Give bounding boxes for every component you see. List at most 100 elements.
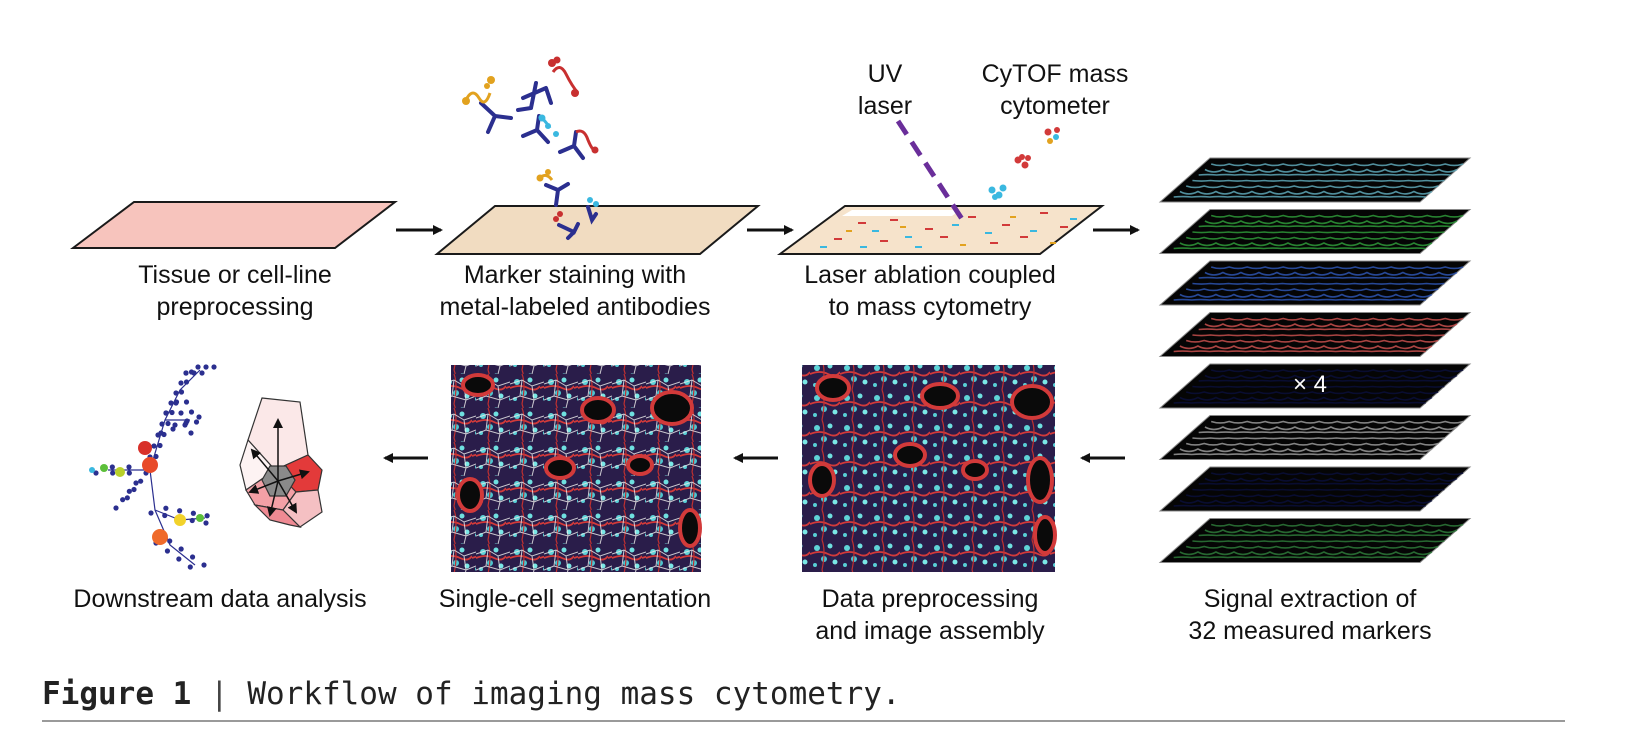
step5-label: Data preprocessing and image assembly [775,583,1085,647]
marker-layer-stack [1160,158,1470,563]
tree-node [177,508,182,513]
uv-laser-label: UV laser [840,58,930,122]
caption-rule [42,720,1565,722]
tree-node [188,430,193,435]
tree-node [110,464,115,469]
tree-node [120,497,125,502]
tree-node [158,430,163,435]
tree-node [126,464,131,469]
tree-node [133,480,138,485]
step1-line1: Tissue or cell-line [80,259,390,291]
tree-node [131,487,136,492]
tree-node [157,443,162,448]
tree-node [195,364,200,369]
tree-node [167,538,172,543]
tree-node [199,370,204,375]
step6-label: Single-cell segmentation [420,583,730,615]
spanning-tree [89,364,217,569]
tree-node [203,520,208,525]
cytof-line1: CyTOF mass [960,58,1150,90]
uv-line2: laser [840,90,930,122]
tree-node [184,399,189,404]
tissue-slide [73,202,395,248]
tree-node [201,562,206,567]
tree-node [176,556,181,561]
tree-node [173,400,178,405]
step5-line1: Data preprocessing [775,583,1085,615]
tree-node [205,513,210,518]
tree-node [151,443,156,448]
tree-node [165,421,170,426]
tree-node [163,410,168,415]
tree-node [189,409,194,414]
step7-line1: Downstream data analysis [50,583,390,615]
tree-node [191,370,196,375]
tree-node [138,479,143,484]
layer-texture [1192,490,1444,491]
layer-texture [1192,335,1444,336]
layer-texture [1192,181,1444,182]
step4-label: Signal extraction of 32 measured markers [1155,583,1465,647]
tree-node [179,546,184,551]
tree-node [194,419,199,424]
step4-line1: Signal extraction of [1155,583,1465,615]
step6-line1: Single-cell segmentation [420,583,730,615]
cytof-line2: cytometer [960,90,1150,122]
ablated-track [842,210,960,216]
step3-line2: to mass cytometry [775,291,1085,323]
caption-text: Workflow of imaging mass cytometry. [247,676,900,712]
uv-line1: UV [840,58,930,90]
step5-line2: and image assembly [775,615,1085,647]
step4-line2: 32 measured markers [1155,615,1465,647]
assembled-image [802,365,1055,572]
tree-node [162,513,167,518]
tree-node [170,426,175,431]
step2-line2: metal-labeled antibodies [420,291,730,323]
step7-label: Downstream data analysis [50,583,390,615]
tree-node [183,370,188,375]
cytof-label: CyTOF mass cytometer [960,58,1150,122]
tree-node [182,422,187,427]
tree-node [168,400,173,405]
tree-node [169,410,174,415]
step1-label: Tissue or cell-line preprocessing [80,259,390,323]
step3-label: Laser ablation coupled to mass cytometry [775,259,1085,323]
tree-node [179,389,184,394]
uv-laser-beam [898,121,962,219]
tree-node [127,489,132,494]
caption-figure-number: Figure 1 [42,676,191,712]
tree-node [148,510,153,515]
tree-node [163,506,168,511]
layer-texture [1192,232,1444,233]
stack-multiplier: × 4 [1293,371,1327,398]
caption-separator: | [210,676,229,712]
tree-node [203,364,208,369]
step3-line1: Laser ablation coupled [775,259,1085,291]
step1-line2: preprocessing [80,291,390,323]
segmentation-image [451,365,701,572]
tree-node [127,470,132,475]
tree-node [188,564,193,569]
step2-label: Marker staining with metal-labeled antib… [420,259,730,323]
tree-node [178,380,183,385]
tree-node [159,421,164,426]
ion-plume [989,127,1061,200]
step2-line1: Marker staining with [420,259,730,291]
tree-node [184,379,189,384]
layer-texture [1192,284,1444,285]
tree-node [190,518,195,523]
tree-node [211,364,216,369]
neighborhood-graph [240,398,322,527]
tree-node [125,495,130,500]
tree-node [165,548,170,553]
tree-node [190,554,195,559]
figure-caption: Figure 1 | Workflow of imaging mass cyto… [42,676,901,712]
layer-texture [1192,541,1444,542]
tree-node [110,470,115,475]
tree-node [191,511,196,516]
tree-node [113,505,118,510]
tree-node [173,390,178,395]
tree-node [178,410,183,415]
layer-texture [1192,438,1444,439]
